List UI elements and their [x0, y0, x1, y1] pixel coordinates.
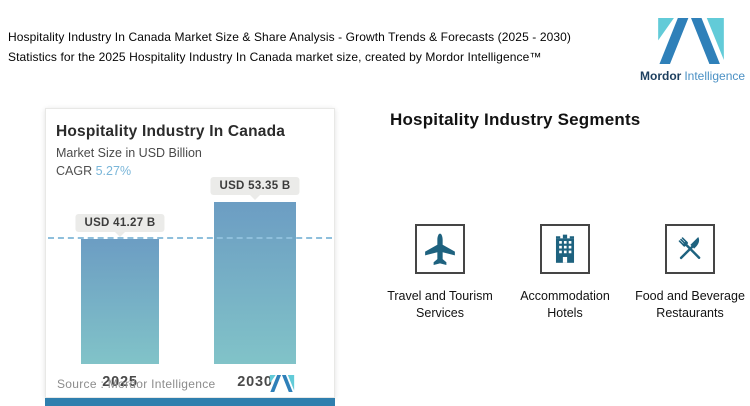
segment-caption-line1: Accommodation [520, 289, 610, 303]
logo-text-bold: Mordor [640, 69, 682, 83]
x-axis-label: 2025 [102, 374, 138, 390]
pill-pointer [115, 232, 125, 237]
segment-caption-travel: Travel and Tourism Services [370, 288, 510, 322]
segment-tile-accommodation [540, 224, 590, 274]
source-label: Source : Mordor Intelligence [57, 376, 216, 391]
market-size-chart-card: Hospitality Industry In Canada Market Si… [45, 108, 335, 398]
pill-pointer [250, 195, 260, 200]
segment-caption-food-beverage: Food and Beverage Restaurants [620, 288, 750, 322]
mordor-logo-mark-icon [658, 18, 724, 64]
chart-card-title: Hospitality Industry In Canada [56, 123, 286, 140]
segment-tile-travel [415, 224, 465, 274]
mordor-logo-mark-small-icon [269, 375, 295, 392]
segment-caption-line2: Restaurants [656, 305, 724, 320]
report-title: Hospitality Industry In Canada Market Si… [8, 27, 633, 67]
airplane-icon [425, 233, 455, 265]
bar-2030 [214, 202, 296, 364]
logo-text-light: Intelligence [684, 69, 746, 83]
segment-caption-line2: Services [416, 305, 464, 320]
bar-2025 [81, 239, 159, 364]
card-bottom-accent-strip [45, 398, 335, 406]
reference-dashed-line [48, 237, 332, 239]
segment-tile-food-beverage [665, 224, 715, 274]
cagr-row: CAGR 5.27% [56, 164, 334, 178]
report-title-line1: Hospitality Industry In Canada Market Si… [8, 30, 572, 44]
crossed-utensils-icon [678, 236, 701, 260]
segments-heading: Hospitality Industry Segments [390, 110, 641, 129]
x-axis-label: 2030 [237, 374, 273, 390]
mordor-intelligence-logo: Mordor Intelligence [640, 6, 746, 89]
segment-caption-accommodation: Accommodation Hotels [495, 288, 635, 322]
bar-value-label: USD 41.27 B [75, 214, 165, 232]
hotel-building-icon [555, 234, 575, 263]
chart-card-subtitle: Market Size in USD Billion [56, 146, 202, 160]
chart-card-footer: Source : Mordor Intelligence [57, 375, 296, 392]
bar-plot: USD 41.27 B 2025 USD 53.35 B 2030 [48, 177, 332, 390]
report-title-line2: Statistics for the 2025 Hospitality Indu… [8, 50, 542, 64]
segment-caption-line1: Food and Beverage [635, 289, 745, 303]
segment-caption-line1: Travel and Tourism [387, 289, 493, 303]
segment-caption-line2: Hotels [547, 305, 583, 320]
bar-value-label: USD 53.35 B [210, 177, 300, 195]
mordor-logo-text: Mordor Intelligence [640, 69, 746, 83]
cagr-label: CAGR [56, 164, 93, 178]
cagr-value: 5.27% [95, 164, 132, 178]
